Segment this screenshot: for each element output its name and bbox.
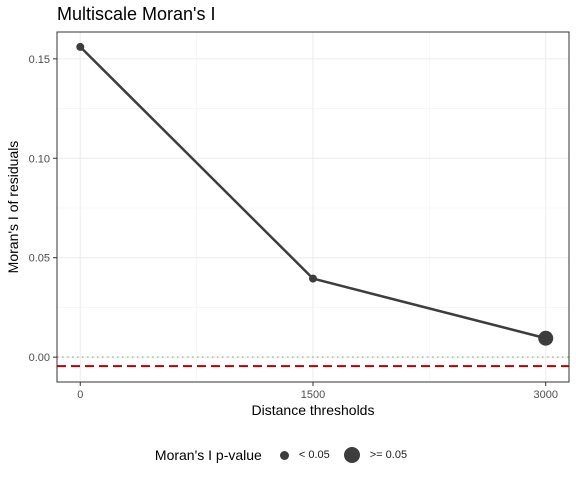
chart-plot: 0 1500 3000 0.00 0.05 0.10 0.15 Distance thre…: [5, 31, 570, 418]
reference-lines: [57, 356, 569, 368]
y-tick-label: 0.10: [29, 153, 50, 165]
x-tick-label: 3000: [533, 389, 557, 401]
y-tick-label: 0.15: [29, 54, 50, 66]
y-tick-label: 0.05: [29, 253, 50, 265]
legend-item-large: >= 0.05: [343, 447, 408, 463]
series: [76, 42, 554, 346]
data-point-large: [538, 330, 554, 346]
large-point-icon: [343, 447, 360, 463]
y-tick-label: 0.00: [29, 352, 50, 364]
data-point-small: [309, 274, 317, 283]
x-tick-label: 0: [77, 389, 83, 401]
small-point-icon: [279, 450, 289, 460]
legend-item-small: < 0.05: [279, 449, 330, 461]
legend: Moran's I p-value < 0.05 >= 0.05: [0, 444, 576, 466]
y-axis-ticks: 0.00 0.05 0.10 0.15: [29, 54, 57, 364]
x-axis-label: Distance thresholds: [252, 402, 375, 418]
y-axis-label: Moran's I of residuals: [5, 141, 21, 274]
legend-title: Moran's I p-value: [154, 447, 262, 463]
legend-item-label: >= 0.05: [369, 449, 408, 461]
chart-title: Multiscale Moran's I: [57, 4, 216, 24]
data-point-small: [76, 42, 85, 51]
legend-item-label: < 0.05: [298, 449, 330, 461]
x-tick-label: 1500: [301, 389, 325, 401]
gridlines: [57, 32, 569, 382]
x-axis-ticks: 0 1500 3000: [77, 382, 558, 401]
